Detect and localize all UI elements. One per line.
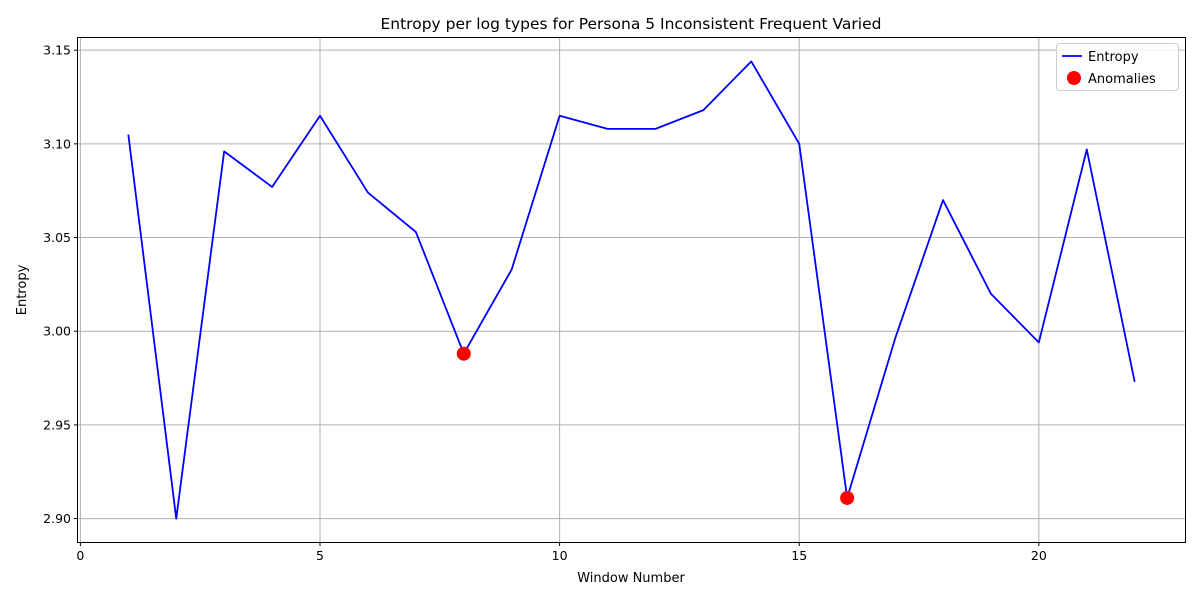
x-tick-label: 0 [76,548,84,563]
x-axis-label: Window Number [577,571,685,586]
y-tick-label: 3.05 [43,230,71,245]
y-tick-label: 2.95 [43,417,71,432]
x-tick-label: 15 [791,548,807,563]
anomaly-point [840,490,855,505]
legend-anomalies-marker [1067,71,1081,85]
chart-title: Entropy per log types for Persona 5 Inco… [380,15,881,33]
y-axis-label: Entropy [15,264,30,315]
x-tick-label: 20 [1031,548,1047,563]
ticks: 0 5 10 15 20 2.90 2.95 3.00 3.05 3.10 3.15 [43,43,1047,563]
anomaly-point [456,346,471,361]
y-tick-label: 2.90 [43,511,71,526]
legend-frame [1056,43,1179,91]
y-tick-label: 3.00 [43,324,71,339]
x-tick-label: 5 [316,548,324,563]
plot-series [127,60,1136,520]
legend-anomalies-label: Anomalies [1088,72,1156,87]
plot-frame [77,37,1186,543]
grid [78,38,1185,542]
legend: Entropy Anomalies [1056,43,1179,91]
y-tick-label: 3.15 [43,43,71,58]
x-tick-label: 10 [552,548,568,563]
entropy-line [127,60,1136,520]
y-tick-label: 3.10 [43,136,71,151]
legend-entropy-label: Entropy [1088,50,1139,65]
